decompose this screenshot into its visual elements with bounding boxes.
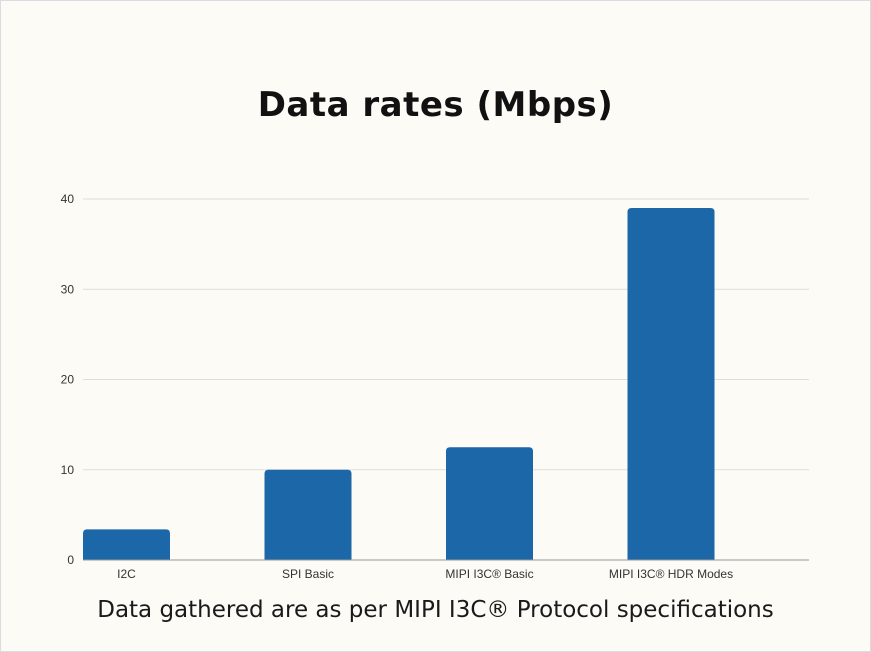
y-tick-label: 20 xyxy=(61,373,75,387)
y-axis-ticks: 0 10 20 30 40 xyxy=(61,192,75,567)
bar xyxy=(446,447,533,560)
x-axis-labels: I2C SPI Basic MIPI I3C® Basic MIPI I3C® HDR… xyxy=(117,567,733,581)
y-tick-label: 40 xyxy=(61,192,75,206)
bars xyxy=(83,208,715,560)
chart-caption: Data gathered are as per MIPI I3C® Proto… xyxy=(97,597,774,623)
bar xyxy=(627,208,715,560)
x-category-label: SPI Basic xyxy=(282,567,334,581)
bar xyxy=(264,469,352,560)
chart-title: Data rates (Mbps) xyxy=(257,85,614,125)
y-tick-label: 0 xyxy=(67,553,74,567)
y-tick-label: 10 xyxy=(61,463,75,477)
bar xyxy=(83,529,170,560)
x-category-label: MIPI I3C® Basic xyxy=(445,567,533,581)
x-category-label: I2C xyxy=(117,567,136,581)
y-tick-label: 30 xyxy=(61,282,75,296)
x-category-label: MIPI I3C® HDR Modes xyxy=(609,567,733,581)
